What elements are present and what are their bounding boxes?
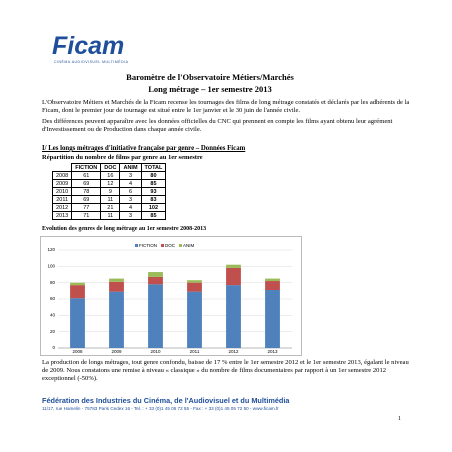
table-row: 2013 71 11 3 85	[51, 211, 167, 220]
table-cell: 6	[119, 187, 142, 196]
bar-segment	[226, 285, 241, 348]
bar-segment	[265, 278, 280, 282]
table-cell: 2008	[51, 171, 73, 180]
legend-swatch	[161, 244, 164, 247]
y-tick-label: 60	[50, 296, 56, 301]
table-cell: 2013	[51, 211, 73, 220]
footer-name: Fédération des Industries du Cinéma, de …	[42, 396, 290, 405]
bar-segment	[187, 282, 202, 292]
bar-segment	[148, 276, 163, 285]
intro: L'Observatoire Métiers et Marchés de la …	[42, 99, 410, 134]
bar-segment	[265, 290, 280, 348]
table-cell: 4	[119, 179, 142, 188]
table-cell: 69	[71, 179, 102, 188]
bar-segment	[226, 267, 241, 286]
legend-label: ANIM	[183, 243, 195, 248]
conclusion: La production de longs métrages, tout ge…	[42, 359, 409, 382]
table-header-cell: DOC	[100, 163, 121, 172]
bar-segment	[109, 291, 124, 348]
table-cell: 9	[100, 187, 121, 196]
x-tick-label: 2010	[150, 349, 161, 354]
subtitle: Long métrage – 1er semestre 2013	[148, 84, 272, 94]
table-cell: 3	[119, 211, 142, 220]
bar-segment	[187, 291, 202, 348]
paragraph: Des différences peuvent apparaître avec …	[42, 118, 393, 133]
bar-segment	[70, 298, 85, 348]
bar-segment	[70, 285, 85, 299]
table-cell: 2011	[51, 195, 73, 204]
logo: Ficam	[52, 32, 125, 60]
bar-segment	[226, 264, 241, 268]
table-cell: 85	[140, 211, 167, 220]
table-row: 2012 77 21 4 102	[51, 203, 167, 212]
y-tick-label: 0	[52, 345, 55, 350]
chart: 0 20 40 60 80 100 120 FICTION DOC ANIM 2008 2009 201…	[40, 236, 302, 356]
table-cell: 69	[71, 195, 102, 204]
table-cell: 71	[71, 211, 102, 220]
x-tick-label: 2013	[267, 349, 278, 354]
table-cell: 93	[140, 187, 167, 196]
table-header-row: FICTION DOC ANIM TOTAL	[53, 163, 167, 172]
table-row: 2008 61 16 3 80	[51, 171, 167, 180]
table-header-cell	[53, 164, 72, 172]
table-cell: 16	[100, 171, 121, 180]
bar-segment	[265, 281, 280, 291]
table-row: 2011 69 11 3 83	[51, 195, 167, 204]
x-tick-label: 2009	[111, 349, 122, 354]
table-cell: 21	[100, 203, 121, 212]
y-tick-label: 80	[50, 280, 56, 285]
section-heading: I/ Les longs métrages d'initiative franç…	[42, 145, 246, 152]
table-cell: 11	[100, 195, 121, 204]
y-tick-label: 40	[50, 313, 56, 318]
x-tick-label: 2008	[72, 349, 83, 354]
table-cell: 3	[119, 195, 142, 204]
table: FICTION DOC ANIM TOTAL 2008 61 16 3 80 2009 69 12 4 8…	[51, 163, 167, 220]
table-header-cell: TOTAL	[140, 163, 167, 172]
legend-label: DOC	[165, 243, 176, 248]
x-tick-label: 2011	[190, 349, 200, 354]
y-tick-label: 120	[47, 247, 55, 252]
table-caption: Répartition du nombre de films par genre…	[42, 154, 203, 161]
title: Baromètre de l'Observatoire Métiers/Marc…	[126, 72, 294, 82]
bar-segment	[148, 272, 163, 277]
bar-segment	[148, 284, 163, 348]
logo-tagline: CINÉMA AUDIOVISUEL MULTIMÉDIA	[54, 60, 129, 64]
page-number: 1	[398, 416, 401, 422]
table-cell: 2012	[51, 203, 73, 212]
table-cell: 80	[140, 171, 167, 180]
bar-segment	[187, 280, 202, 283]
footer-address: 11/17, rue Hamelin - 75783 Paris Cedex 1…	[42, 406, 279, 411]
legend-swatch	[179, 244, 182, 247]
table-cell: 83	[140, 195, 167, 204]
table-cell: 2010	[51, 187, 73, 196]
table-cell: 85	[140, 179, 167, 188]
paragraph: L'Observatoire Métiers et Marchés de la …	[42, 99, 410, 114]
table-cell: 102	[140, 203, 167, 212]
table-header-cell: ANIM	[119, 163, 142, 172]
table-row: 2009 69 12 4 85	[51, 179, 167, 188]
table-cell: 4	[119, 203, 142, 212]
y-tick-label: 100	[47, 264, 55, 269]
x-tick-label: 2012	[228, 349, 239, 354]
legend-swatch	[135, 244, 138, 247]
table-cell: 61	[71, 171, 102, 180]
table-row: 2010 78 9 6 93	[51, 187, 167, 196]
table-cell: 77	[71, 203, 102, 212]
table-header-cell: FICTION	[71, 163, 102, 172]
bar-segment	[109, 281, 124, 292]
bar-segment	[109, 278, 124, 282]
bar-segment	[70, 282, 85, 286]
legend-label: FICTION	[139, 243, 157, 248]
y-tick-label: 20	[50, 329, 56, 334]
table-cell: 12	[100, 179, 121, 188]
table-cell: 78	[71, 187, 102, 196]
chart-caption: Evolution des genres de long métrage au …	[42, 226, 207, 232]
table-cell: 11	[100, 211, 121, 220]
table-cell: 3	[119, 171, 142, 180]
table-cell: 2009	[51, 179, 73, 188]
